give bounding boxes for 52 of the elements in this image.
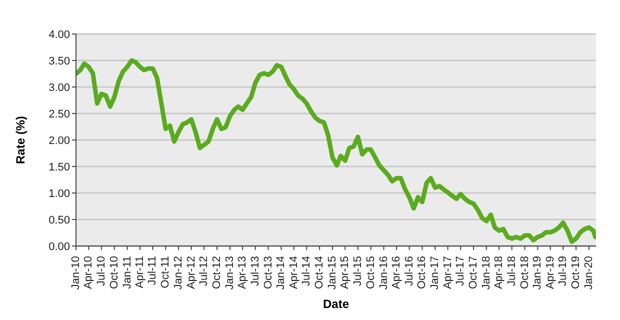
x-tick-label: Apr-18 — [493, 256, 506, 290]
x-tick-label: Apr-15 — [339, 256, 352, 290]
x-tick-label: Apr-19 — [544, 256, 556, 290]
x-tick-label: Jul-11 — [146, 256, 159, 286]
x-tick-label: Oct-10 — [108, 256, 120, 290]
x-tick-label: Jul-14 — [300, 256, 313, 286]
x-tick-label: Oct-11 — [160, 256, 172, 288]
x-tick-label: Apr-10 — [82, 256, 95, 290]
y-tick-label: 4.00 — [48, 28, 70, 41]
y-tick-label: 0.50 — [48, 214, 70, 226]
x-tick-label: Jan-19 — [532, 256, 544, 290]
x-tick-label: Jan-13 — [224, 256, 236, 290]
x-tick-label: Jan-12 — [172, 256, 185, 290]
y-tick-label: 1.50 — [48, 161, 70, 174]
x-tick-label: Jan-18 — [480, 256, 492, 290]
x-tick-label: Apr-11 — [134, 256, 146, 288]
x-tick-label: Jan-17 — [429, 256, 442, 290]
x-tick-label: Oct-13 — [262, 256, 274, 290]
x-tick-label: Jan-11 — [121, 256, 134, 289]
x-tick-label: Jul-12 — [198, 256, 210, 286]
x-tick-label: Jul-16 — [403, 256, 416, 286]
x-tick-label: Jan-15 — [326, 256, 338, 290]
x-tick-label: Oct-12 — [211, 256, 224, 290]
x-tick-label: Jul-13 — [249, 256, 262, 286]
x-tick-label: Jul-10 — [95, 256, 108, 286]
x-tick-label: Jan-14 — [275, 256, 288, 290]
x-tick-label: Oct-14 — [314, 256, 326, 290]
x-tick-label: Jan-10 — [70, 256, 82, 290]
x-tick-label: Jan-16 — [378, 256, 390, 290]
x-tick-label: Jul-19 — [557, 256, 570, 286]
x-tick-label: Oct-17 — [468, 256, 480, 290]
x-tick-label: Apr-16 — [390, 256, 403, 290]
x-tick-label: Oct-19 — [570, 256, 582, 290]
y-axis-title: Rate (%) — [13, 116, 28, 164]
y-tick-label: 2.00 — [48, 134, 70, 147]
x-tick-label: Oct-18 — [518, 256, 531, 290]
x-tick-label: Jul-17 — [454, 256, 467, 286]
x-tick-label: Jul-15 — [352, 256, 364, 286]
x-tick-label: Jul-18 — [506, 256, 518, 286]
x-tick-label: Apr-17 — [442, 256, 454, 290]
x-tick-label: Oct-16 — [416, 256, 428, 290]
x-tick-label: Jan-20 — [582, 256, 595, 290]
x-tick-label: Apr-13 — [236, 256, 249, 290]
x-tick-label: Oct-15 — [364, 256, 377, 290]
x-tick-label: Apr-12 — [185, 256, 198, 290]
y-tick-label: 0.00 — [48, 240, 70, 253]
y-tick-label: 3.00 — [48, 82, 70, 94]
y-tick-label: 3.50 — [48, 55, 70, 68]
y-tick-label: 1.00 — [48, 188, 70, 200]
y-tick-label: 2.50 — [48, 108, 70, 120]
x-tick-label: Apr-14 — [288, 256, 300, 290]
x-axis-title: Date — [322, 297, 350, 311]
